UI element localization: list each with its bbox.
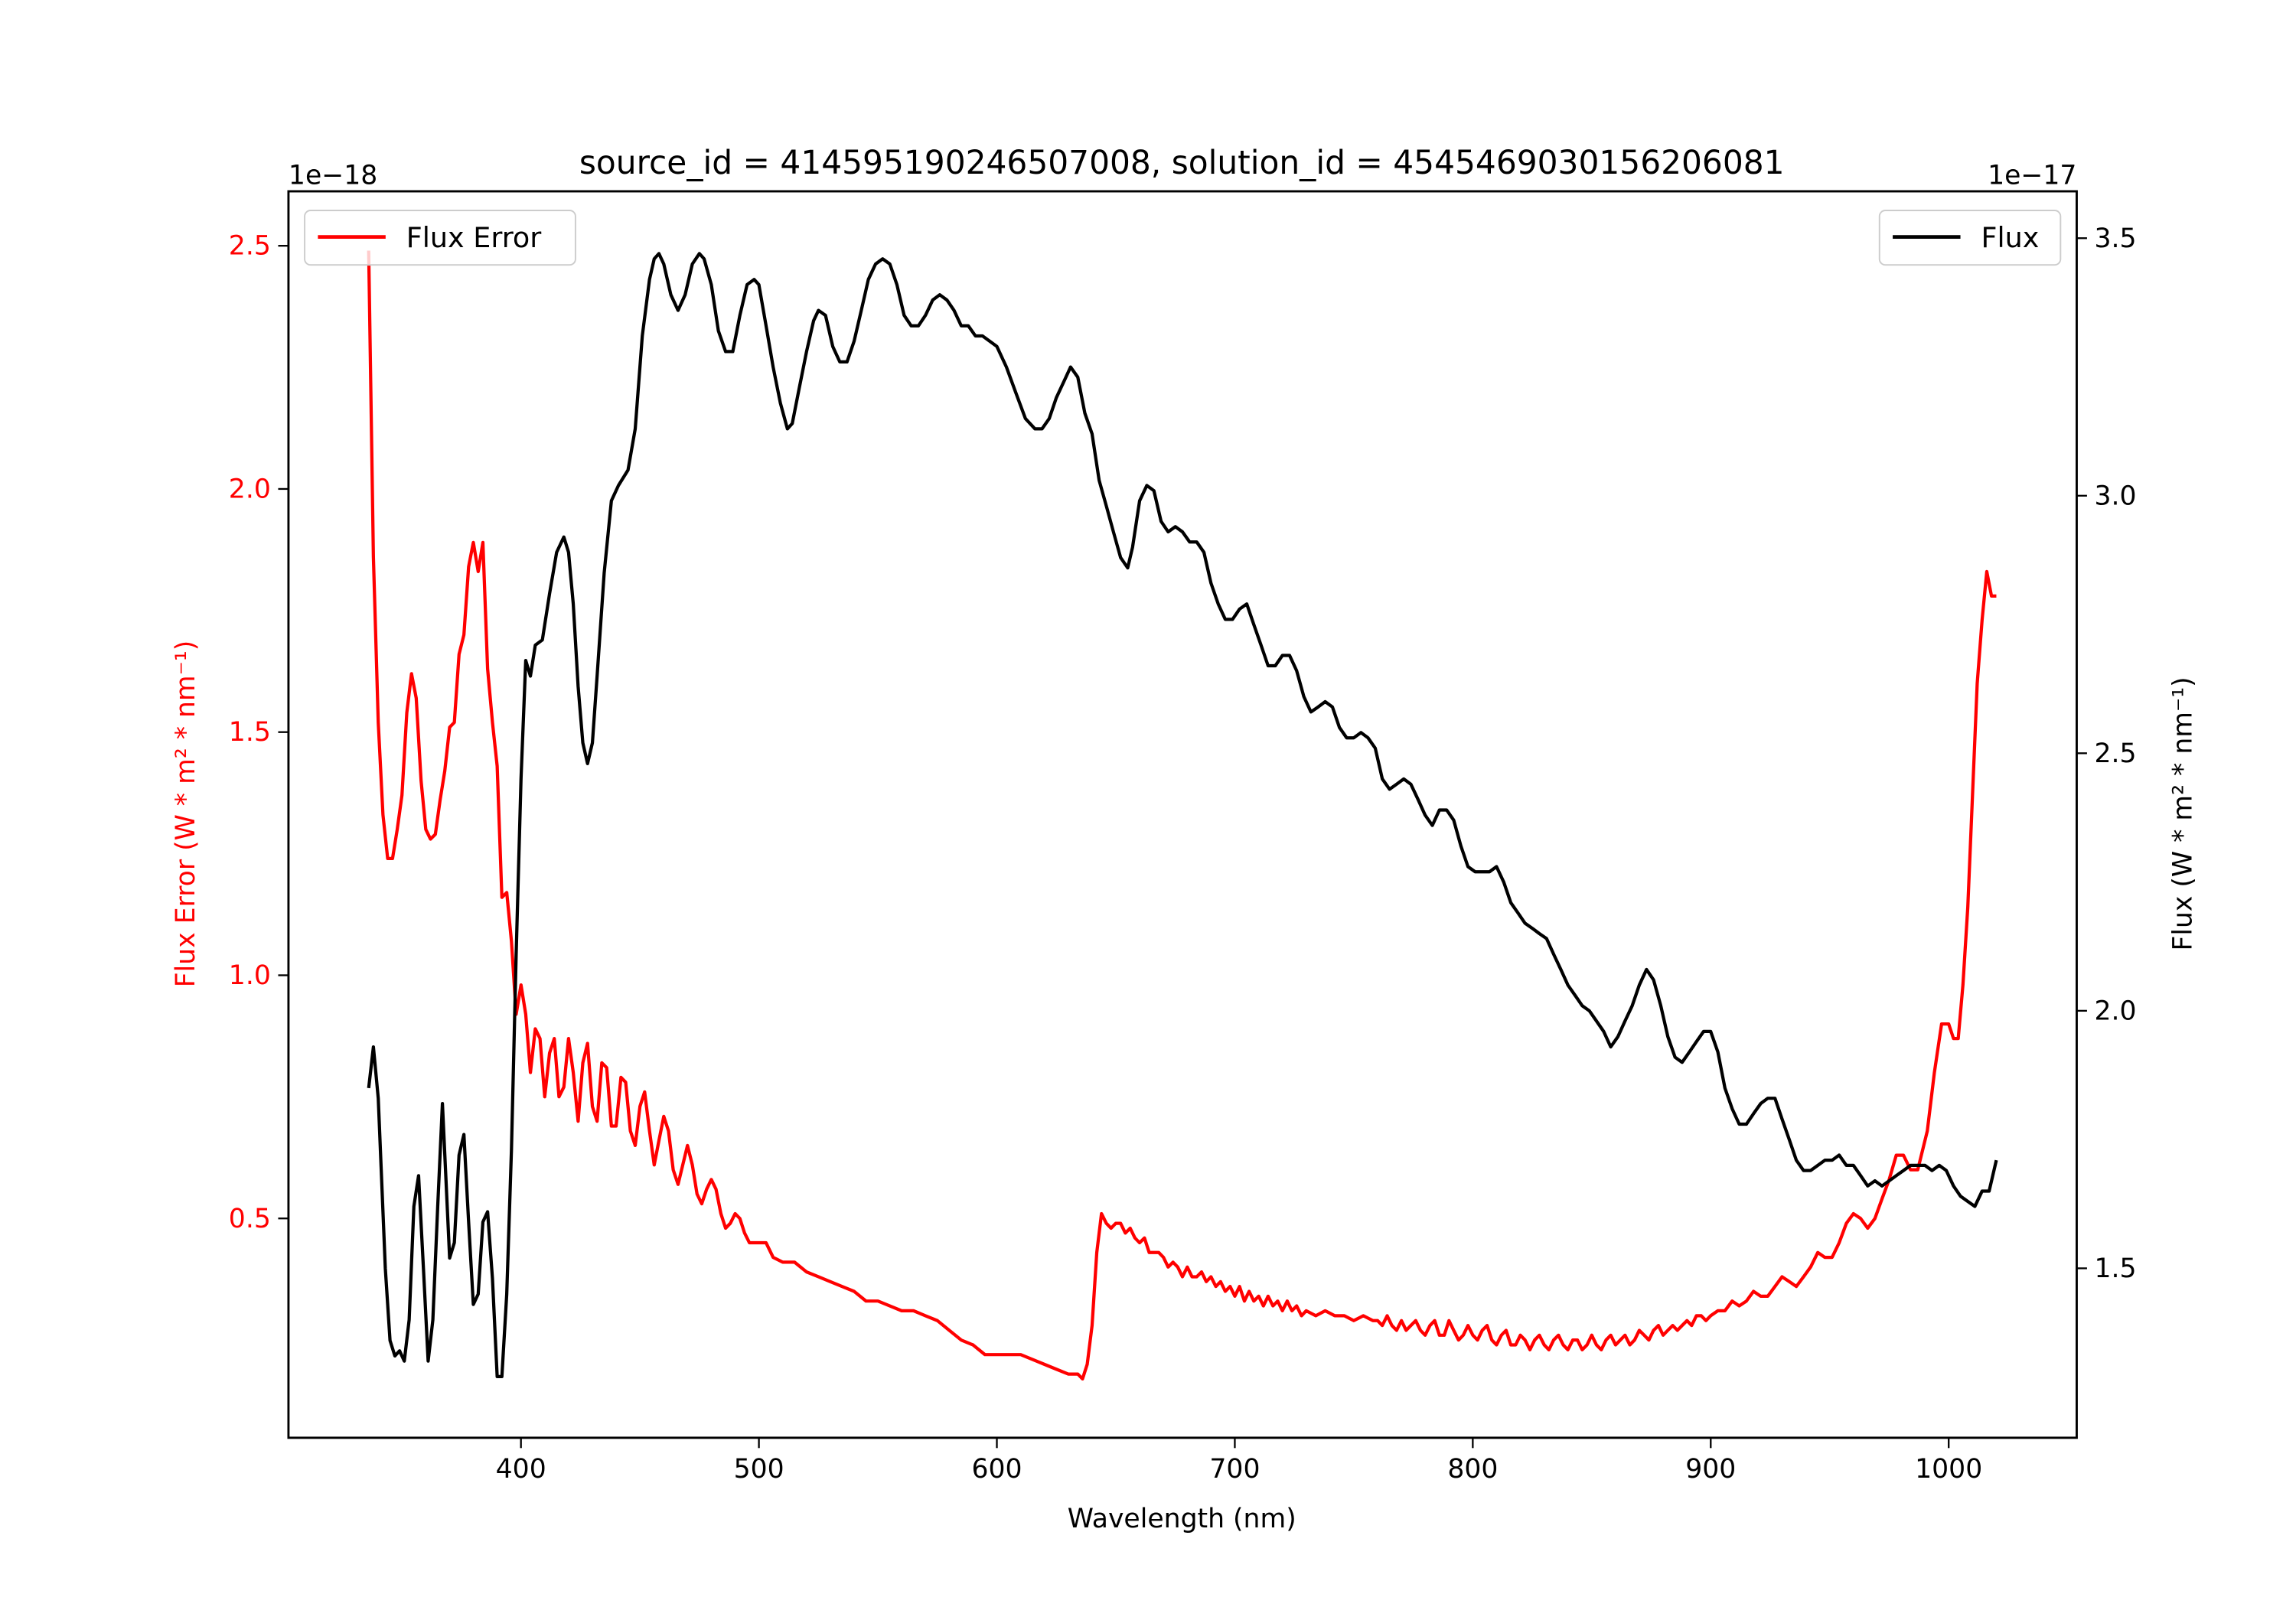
x-tick-label: 500 <box>734 1454 784 1485</box>
x-tick-label: 1000 <box>1915 1454 1982 1485</box>
series-line-flux-error <box>367 250 1997 1381</box>
legend-label-flux: Flux <box>1981 221 2039 254</box>
left-axis-offset-label: 1e−18 <box>289 160 377 191</box>
legend-label-flux-error: Flux Error <box>406 221 543 254</box>
left-y-tick-label: 2.5 <box>229 231 271 262</box>
series-layer <box>367 250 1998 1381</box>
right-y-tick-label: 2.0 <box>2095 996 2137 1026</box>
x-tick-label: 800 <box>1447 1454 1498 1485</box>
x-tick-label: 400 <box>496 1454 546 1485</box>
x-axis-label: Wavelength (nm) <box>1068 1504 1296 1534</box>
x-tick-label: 900 <box>1685 1454 1736 1485</box>
right-axis-offset-label: 1e−17 <box>1988 160 2076 191</box>
left-y-tick-label: 1.5 <box>229 717 271 748</box>
legend-box <box>1878 210 2062 266</box>
plot-frame <box>287 190 2078 1439</box>
left-y-tick-label: 0.5 <box>229 1204 271 1234</box>
legend-flux-error: Flux Error <box>304 210 576 266</box>
x-tick-label: 700 <box>1209 1454 1260 1485</box>
axis-layer: 400 500 600 700 800 900 1000 0.5 1.0 1.5 2.0 2.5 1.5… <box>229 223 2137 1485</box>
left-y-axis-label: Flux Error (W * m² * nm⁻¹) <box>171 641 201 988</box>
legend-box <box>304 210 576 266</box>
left-y-tick-label: 1.0 <box>229 960 271 991</box>
right-y-tick-label: 3.0 <box>2095 481 2137 511</box>
right-y-tick-label: 2.5 <box>2095 738 2137 769</box>
right-y-axis-label: Flux (W * m² * nm⁻¹) <box>2167 676 2198 950</box>
series-line-flux <box>367 252 1998 1378</box>
chart-title: source_id = 414595190246507008, solution… <box>579 144 1785 181</box>
left-y-tick-label: 2.0 <box>229 474 271 504</box>
right-y-tick-label: 3.5 <box>2095 223 2137 254</box>
x-tick-label: 600 <box>971 1454 1022 1485</box>
right-y-tick-label: 1.5 <box>2095 1253 2137 1284</box>
legend-flux: Flux <box>1878 210 2062 266</box>
